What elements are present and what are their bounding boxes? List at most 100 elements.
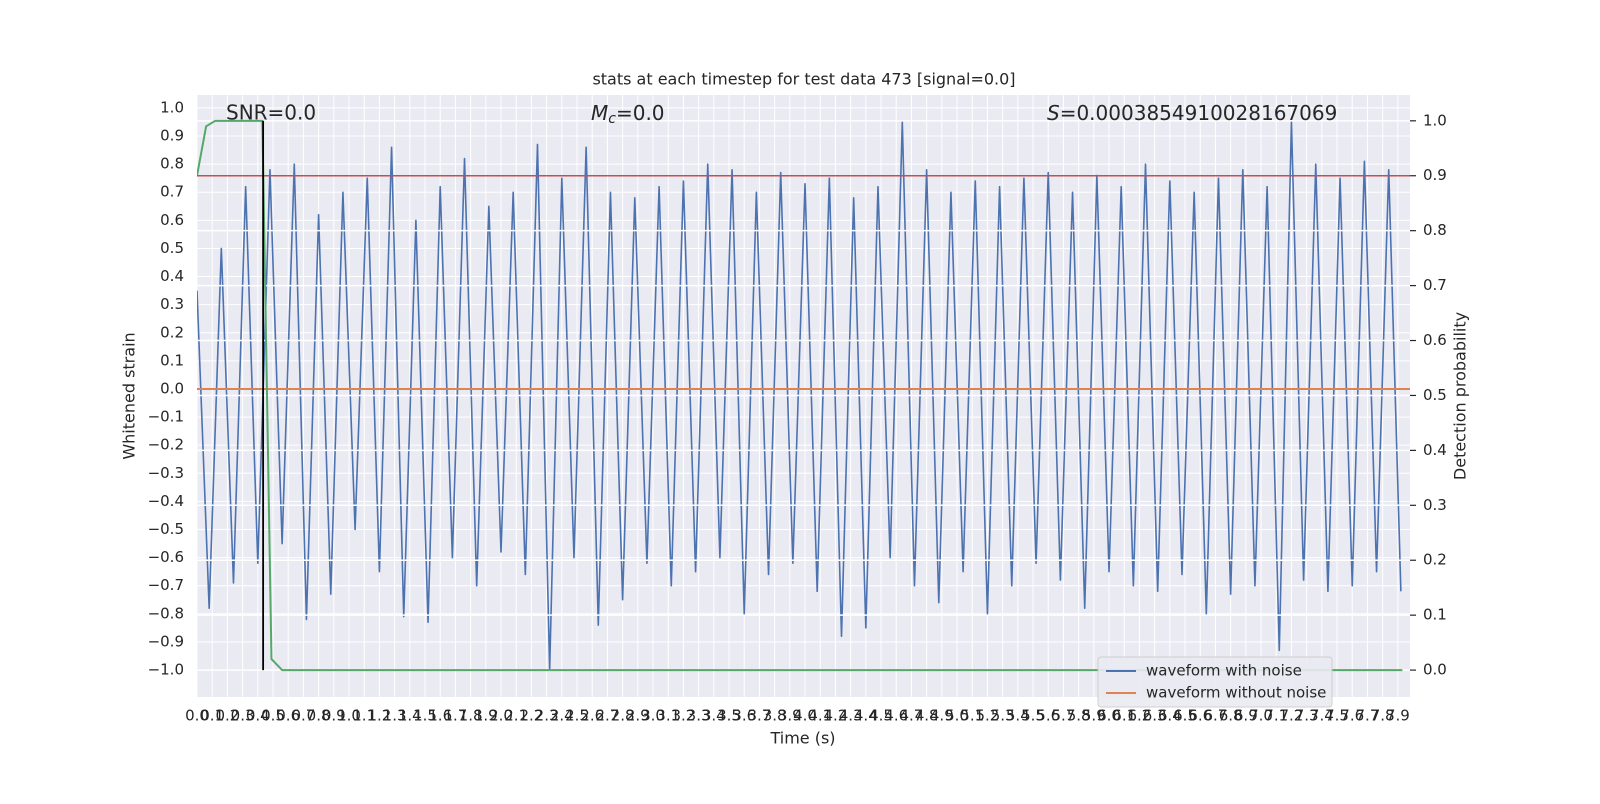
x-tick-label: 3.6	[732, 707, 756, 725]
x-tick-label: 5.4	[1006, 707, 1030, 725]
x-tick-label: 0.5	[261, 707, 285, 725]
y-tick-label: −0.2	[148, 436, 184, 454]
x-tick-label: 0.2	[215, 707, 239, 725]
x-tick-label: 2.5	[565, 707, 589, 725]
y-tick-label: −0.1	[148, 408, 184, 426]
y-tick-label: −0.3	[148, 464, 184, 482]
annotation-symbol: S	[1047, 101, 1060, 125]
y-tick-label: −0.9	[148, 632, 184, 650]
x-tick-label: 3.9	[778, 707, 802, 725]
y2-tick-label: 0.1	[1423, 606, 1447, 624]
legend-box	[1097, 656, 1333, 708]
x-tick-label: 6.9	[1234, 707, 1258, 725]
y-tick-label: −0.8	[148, 604, 184, 622]
x-tick-label: 0.0	[185, 707, 209, 725]
x-tick-label: 3.0	[641, 707, 665, 725]
x-tick-label: 2.0	[489, 707, 513, 725]
x-tick-label: 4.1	[808, 707, 832, 725]
x-tick-label: 4.9	[930, 707, 954, 725]
annotation-symbol: M	[591, 101, 608, 125]
x-tick-label: 1.7	[443, 707, 467, 725]
x-tick-label: 6.3	[1143, 707, 1167, 725]
x-tick-label: 7.0	[1249, 707, 1273, 725]
x-tick-label: 2.3	[535, 707, 559, 725]
x-tick-label: 2.8	[611, 707, 635, 725]
x-tick-label: 1.5	[413, 707, 437, 725]
annotation: S=0.0003854910028167069	[1047, 101, 1337, 125]
x-tick-label: 7.8	[1371, 707, 1395, 725]
x-tick-label: 3.5	[717, 707, 741, 725]
x-tick-label: 4.8	[915, 707, 939, 725]
y2-tick-label: 0.2	[1423, 551, 1447, 569]
y-tick-label: −0.5	[148, 520, 184, 538]
annotation-text: =0.0	[616, 101, 665, 125]
legend: waveform with noise waveform without nois…	[1097, 656, 1333, 708]
x-tick-label: 0.7	[291, 707, 315, 725]
x-tick-label: 2.6	[580, 707, 604, 725]
series-right	[197, 119, 1410, 672]
x-tick-label: 2.9	[626, 707, 650, 725]
labels: 0.00.10.20.30.40.50.60.70.80.91.01.11.21…	[148, 98, 1447, 724]
x-tick-label: 6.4	[1158, 707, 1182, 725]
y-tick-label: 0.3	[160, 295, 184, 313]
x-tick-label: 5.1	[960, 707, 984, 725]
y-axis-label: Whitened strain	[120, 332, 139, 459]
x-tick-label: 4.3	[839, 707, 863, 725]
x-tick-label: 3.2	[671, 707, 695, 725]
y-tick-label: 0.6	[160, 211, 184, 229]
x-tick-label: 7.4	[1310, 707, 1334, 725]
x-tick-label: 1.1	[352, 707, 376, 725]
x-tick-label: 1.8	[459, 707, 483, 725]
y2-tick-label: 0.0	[1423, 661, 1447, 679]
x-tick-label: 4.6	[884, 707, 908, 725]
x-tick-label: 6.2	[1128, 707, 1152, 725]
x-tick-label: 2.1	[504, 707, 528, 725]
x-tick-label: 0.6	[276, 707, 300, 725]
series-line	[197, 121, 1402, 671]
x-tick-label: 5.5	[1021, 707, 1045, 725]
x-tick-label: 0.4	[246, 707, 270, 725]
y2-axis-label: Detection probability	[1451, 312, 1470, 480]
x-tick-label: 4.0	[793, 707, 817, 725]
x-tick-label: 7.9	[1386, 707, 1410, 725]
y2-tick-label: 0.9	[1423, 166, 1447, 184]
x-tick-label: 2.2	[519, 707, 543, 725]
x-tick-label: 7.7	[1356, 707, 1380, 725]
y2-tick-label: 0.7	[1423, 276, 1447, 294]
y-tick-label: −0.6	[148, 548, 184, 566]
y2-tick-label: 0.3	[1423, 496, 1447, 514]
x-tick-label: 7.5	[1325, 707, 1349, 725]
x-tick-label: 6.8	[1219, 707, 1243, 725]
y2-tick-label: 1.0	[1423, 111, 1447, 129]
x-tick-label: 4.2	[823, 707, 847, 725]
x-tick-label: 3.8	[763, 707, 787, 725]
x-tick-label: 7.6	[1340, 707, 1364, 725]
x-tick-label: 5.2	[975, 707, 999, 725]
y-tick-label: −0.4	[148, 492, 184, 510]
y-tick-label: 0.8	[160, 155, 184, 173]
y2-tick-label: 0.4	[1423, 441, 1447, 459]
x-tick-label: 3.4	[702, 707, 726, 725]
annotation: SNR=0.0	[226, 101, 316, 125]
x-tick-label: 7.1	[1264, 707, 1288, 725]
y2-tick-label: 0.5	[1423, 386, 1447, 404]
y-tick-label: 0.5	[160, 239, 184, 257]
x-tick-label: 3.3	[687, 707, 711, 725]
y-tick-label: 0.9	[160, 127, 184, 145]
series-left	[197, 121, 1410, 671]
x-tick-label: 5.3	[991, 707, 1015, 725]
y-tick-label: −1.0	[148, 661, 184, 679]
x-tick-label: 7.3	[1295, 707, 1319, 725]
x-tick-label: 5.9	[1082, 707, 1106, 725]
annotation: Mc=0.0	[591, 101, 665, 128]
annotation-subscript: c	[608, 111, 616, 127]
x-tick-label: 5.7	[1051, 707, 1075, 725]
y-tick-label: 1.0	[160, 98, 184, 116]
x-tick-label: 1.3	[383, 707, 407, 725]
x-tick-label: 6.7	[1204, 707, 1228, 725]
x-tick-label: 7.2	[1280, 707, 1304, 725]
legend-label: waveform with noise	[1146, 662, 1302, 680]
x-tick-label: 1.9	[474, 707, 498, 725]
grid-right	[197, 120, 1410, 671]
